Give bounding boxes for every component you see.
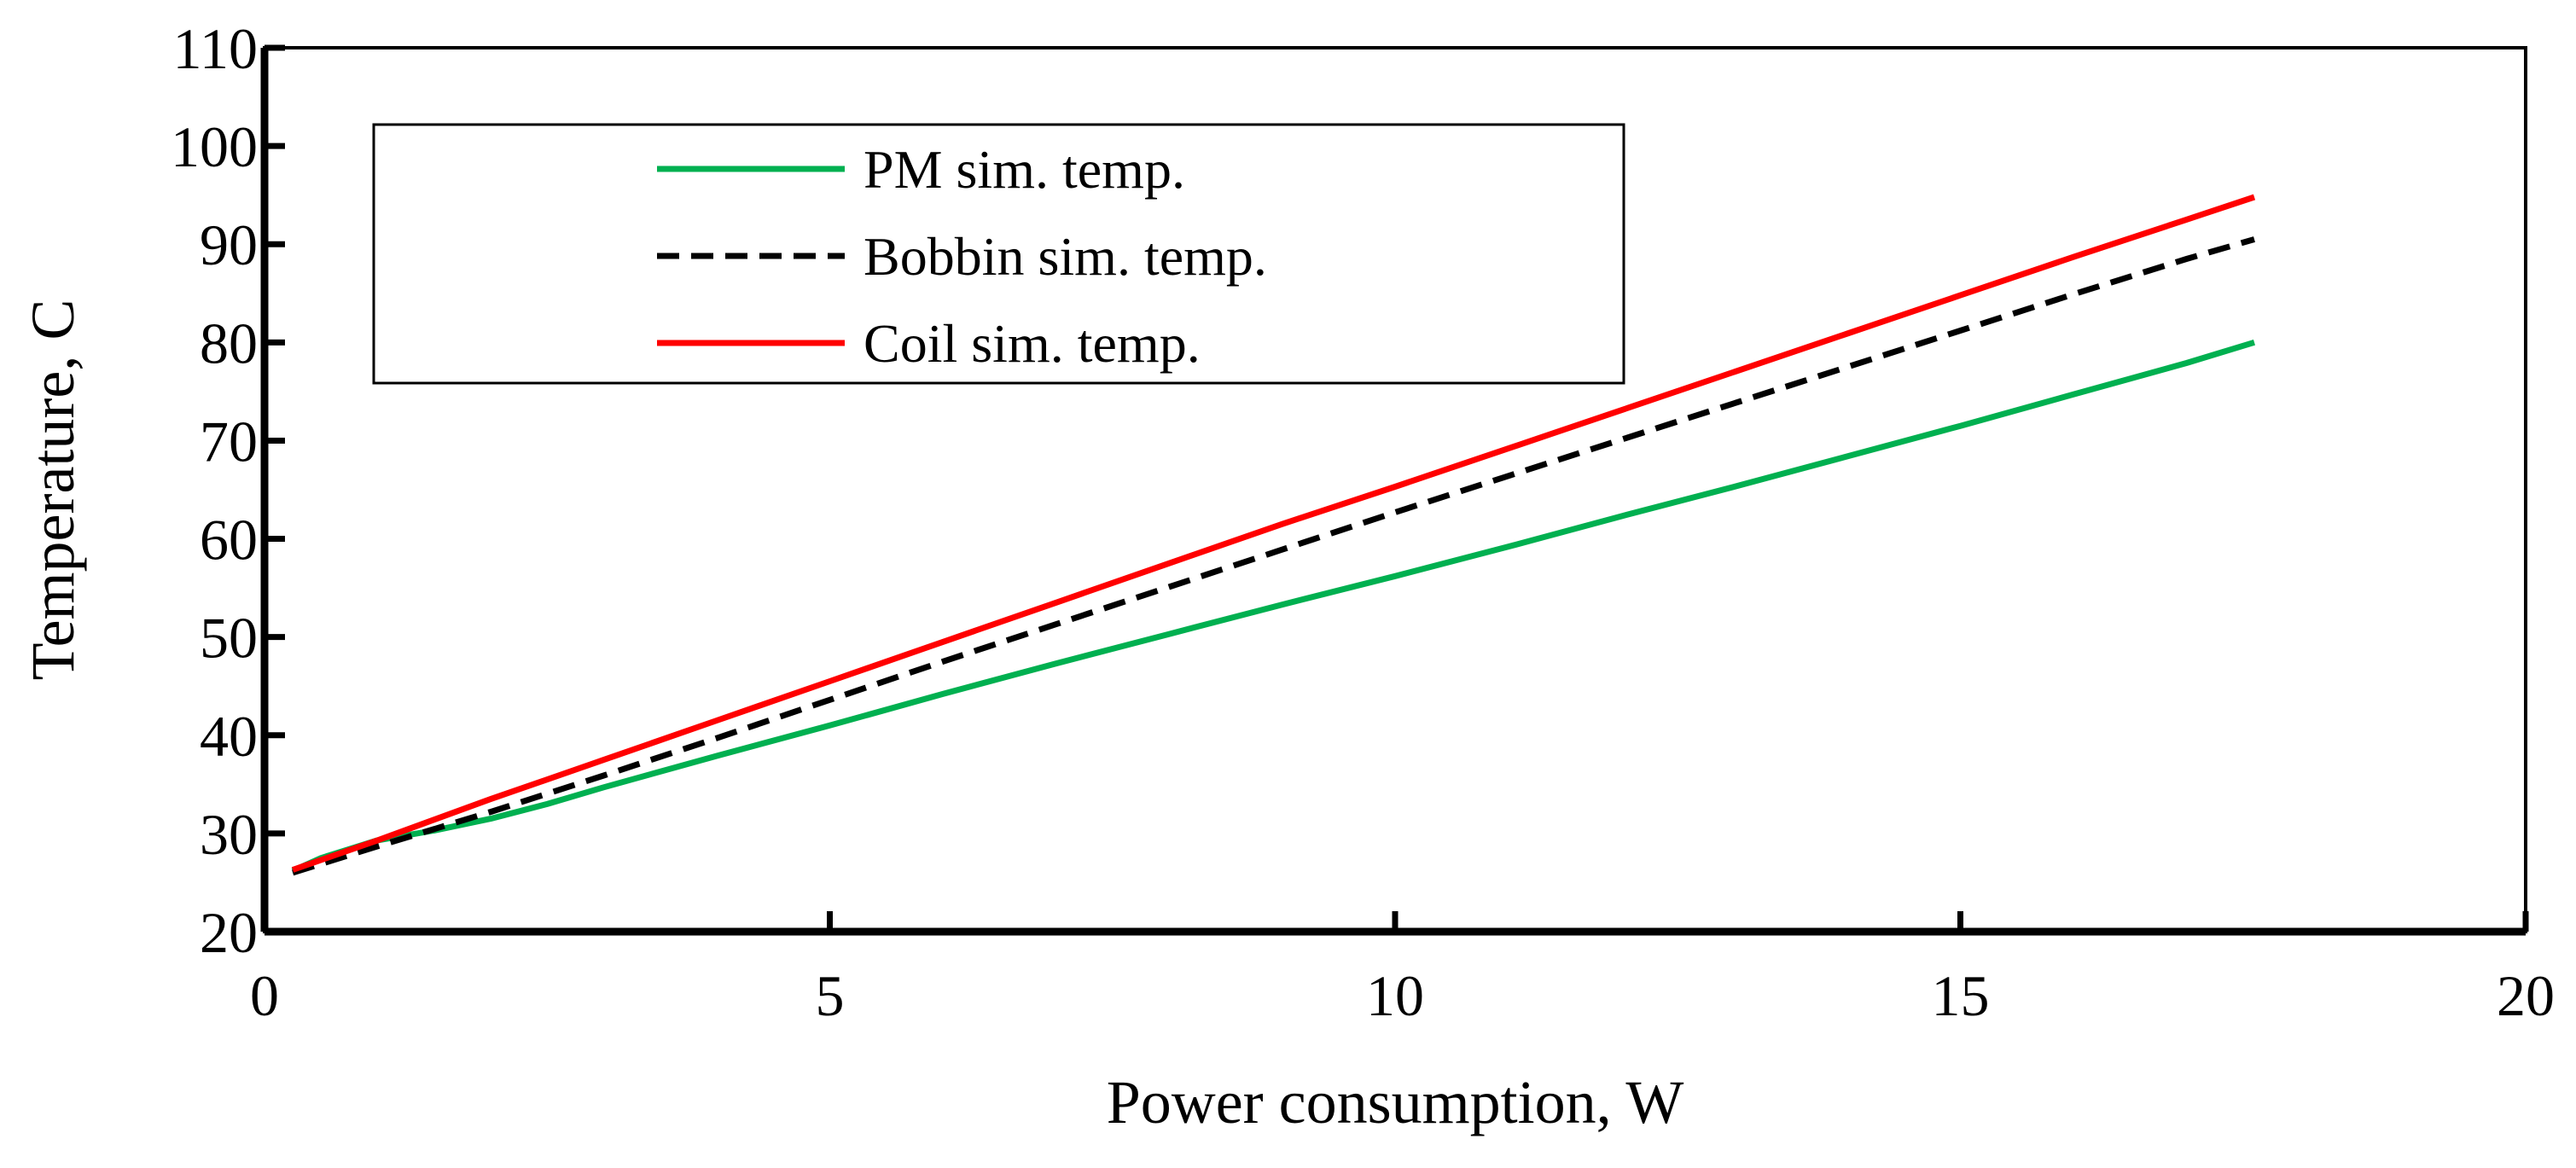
legend-label: Bobbin sim. temp. <box>864 226 1267 287</box>
series-line-1 <box>291 339 2256 874</box>
y-axis-title: Temperature, C <box>19 299 87 681</box>
legend: PM sim. temp. Bobbin sim. temp. Coil sim. … <box>372 123 1625 385</box>
legend-label: PM sim. temp. <box>864 139 1185 200</box>
x-tick-label: 10 <box>1366 963 1424 1028</box>
y-tick-label: 60 <box>200 508 258 572</box>
x-tick-label: 15 <box>1932 963 1990 1028</box>
x-tick-label: 0 <box>250 963 279 1028</box>
series-layer <box>291 194 2256 876</box>
legend-items: PM sim. temp. Bobbin sim. temp. Coil sim. … <box>657 139 1267 374</box>
tick-layer: 0 5 10 15 20 20 30 40 50 60 70 80 90 100 110 <box>171 16 2555 1028</box>
y-tick-label: 20 <box>200 900 258 965</box>
series-line-2 <box>292 236 2255 876</box>
y-tick-label: 40 <box>200 704 258 769</box>
legend-label: Coil sim. temp. <box>864 313 1201 374</box>
x-axis-title: Power consumption, W <box>1107 1068 1684 1136</box>
y-tick-label: 110 <box>173 16 258 81</box>
legend-box <box>372 123 1625 385</box>
series-line-3 <box>291 194 2256 873</box>
y-tick-label: 80 <box>200 311 258 375</box>
x-tick-label: 20 <box>2497 963 2555 1028</box>
y-tick-label: 70 <box>200 409 258 474</box>
y-tick-label: 100 <box>171 114 258 179</box>
y-tick-label: 30 <box>200 802 258 867</box>
x-tick-label: 5 <box>816 963 845 1028</box>
y-tick-label: 50 <box>200 606 258 671</box>
y-tick-label: 90 <box>200 212 258 277</box>
